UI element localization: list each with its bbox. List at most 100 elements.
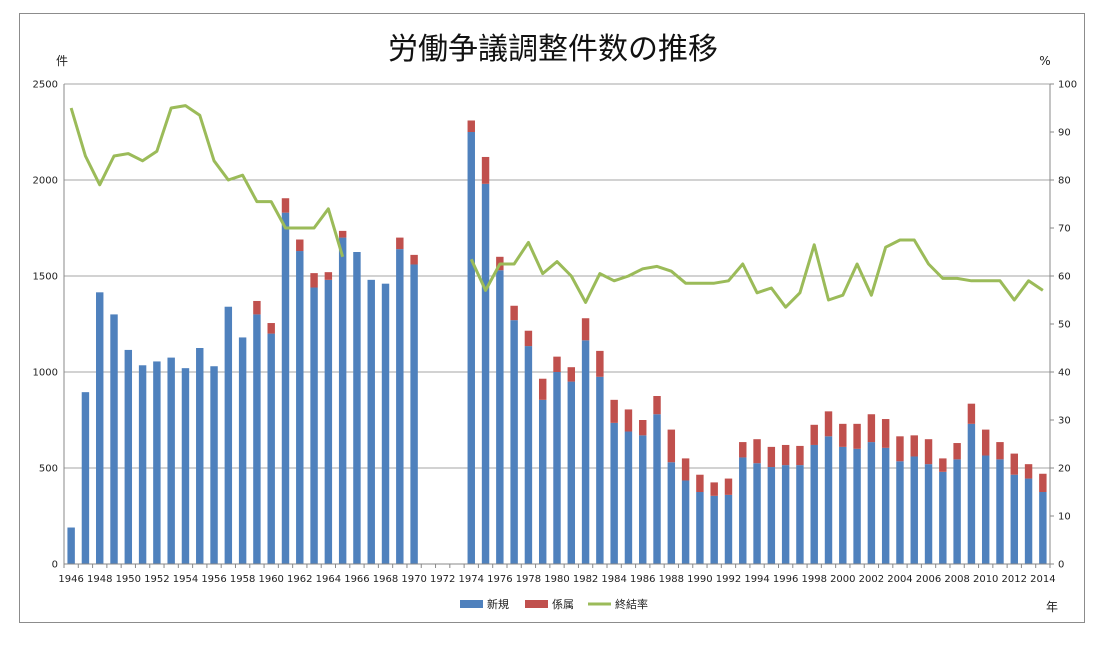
bar-shinki-2014 [1039, 492, 1047, 564]
bar-shinki-1979 [538, 399, 547, 564]
bar-shinki-1987 [653, 414, 661, 564]
bar-keizoku-1977 [510, 305, 518, 321]
bar-shinki-1983 [596, 376, 604, 564]
bar-shinki-1993 [739, 457, 747, 564]
x-tick-label: 2002 [859, 574, 884, 585]
right-tick-label: 80 [1058, 176, 1071, 187]
bar-keizoku-1969 [396, 237, 404, 250]
bar-keizoku-2009 [967, 403, 976, 424]
bar-shinki-1981 [567, 381, 576, 564]
x-tick-label: 1968 [373, 574, 398, 585]
bar-shinki-1999 [824, 436, 833, 564]
bar-shinki-1955 [196, 348, 204, 564]
x-tick-label: 1970 [401, 574, 426, 585]
bar-keizoku-1992 [724, 478, 733, 495]
bar-shinki-1997 [796, 465, 804, 564]
right-tick-label: 90 [1058, 128, 1071, 139]
bar-shinki-1994 [753, 463, 761, 564]
bar-keizoku-1964 [324, 272, 333, 280]
bar-shinki-1968 [381, 283, 390, 564]
bar-shinki-1969 [396, 249, 404, 564]
bar-shinki-1951 [138, 365, 147, 564]
right-tick-label: 20 [1058, 464, 1071, 475]
bar-shinki-1950 [124, 349, 133, 564]
bar-keizoku-1998 [810, 424, 818, 445]
bar-shinki-1959 [253, 314, 261, 564]
bar-shinki-1980 [553, 372, 561, 564]
x-tick-label: 1946 [58, 574, 83, 585]
bar-keizoku-1961 [281, 198, 290, 213]
bar-keizoku-1965 [338, 230, 347, 238]
bar-shinki-2006 [924, 464, 933, 564]
bar-shinki-1967 [367, 279, 375, 564]
bar-shinki-2007 [939, 471, 947, 564]
legend-swatch-keizoku [525, 600, 548, 608]
bar-keizoku-1978 [524, 330, 533, 347]
right-tick-label: 100 [1058, 80, 1077, 91]
x-tick-label: 1984 [601, 574, 626, 585]
x-tick-label: 2010 [973, 574, 998, 585]
x-tick-label: 1962 [287, 574, 312, 585]
x-tick-label: 1994 [744, 574, 769, 585]
bar-keizoku-2005 [910, 435, 918, 457]
bar-keizoku-2006 [924, 439, 933, 465]
left-tick-label: 2500 [33, 80, 58, 91]
bar-shinki-1964 [324, 279, 333, 564]
bar-keizoku-2014 [1039, 473, 1047, 492]
bar-shinki-1984 [610, 422, 618, 564]
bar-shinki-1995 [767, 467, 776, 564]
bar-keizoku-1979 [538, 378, 547, 400]
bar-keizoku-1989 [681, 458, 690, 481]
bar-keizoku-1981 [567, 367, 576, 382]
bar-shinki-2010 [981, 455, 990, 564]
bar-shinki-2001 [853, 448, 861, 564]
bar-shinki-1960 [267, 333, 275, 564]
x-tick-label: 1956 [201, 574, 226, 585]
right-tick-label: 50 [1058, 320, 1071, 331]
bar-shinki-1991 [710, 495, 718, 564]
bar-shinki-1978 [524, 346, 533, 564]
bar-shinki-1974 [467, 132, 475, 564]
bar-keizoku-2012 [1010, 453, 1018, 475]
x-tick-label: 2012 [1002, 574, 1027, 585]
bar-keizoku-1975 [481, 156, 490, 184]
bar-shinki-1990 [696, 492, 704, 564]
x-tick-label: 1948 [87, 574, 112, 585]
bar-keizoku-2003 [881, 419, 890, 448]
legend-label-shinki: 新規 [487, 597, 509, 611]
bar-shinki-2002 [867, 442, 876, 564]
bar-keizoku-2002 [867, 414, 876, 443]
bar-keizoku-1986 [639, 420, 647, 436]
x-tick-label: 2004 [887, 574, 912, 585]
bar-shinki-2011 [996, 459, 1004, 564]
x-axis-unit: 年 [1046, 600, 1058, 614]
bar-shinki-1961 [281, 212, 290, 564]
bar-shinki-1965 [338, 237, 347, 564]
bar-shinki-1948 [96, 292, 104, 564]
line-shuketsuritsu-segment-1 [469, 238, 1044, 309]
bar-keizoku-1980 [553, 356, 561, 372]
bar-keizoku-2004 [896, 436, 904, 462]
bar-shinki-2003 [881, 447, 890, 564]
x-tick-label: 1954 [173, 574, 198, 585]
bar-shinki-1989 [681, 480, 690, 564]
bar-keizoku-2013 [1024, 464, 1033, 479]
bar-shinki-1956 [210, 366, 218, 564]
left-tick-label: 0 [52, 560, 58, 571]
chart-title: 労働争議調整件数の推移 [388, 32, 718, 67]
right-tick-label: 30 [1058, 416, 1071, 427]
bar-shinki-2008 [953, 459, 961, 564]
bar-shinki-1977 [510, 320, 518, 564]
bar-shinki-1975 [481, 183, 490, 564]
x-tick-label: 2000 [830, 574, 855, 585]
x-tick-label: 2006 [916, 574, 941, 585]
x-tick-label: 1978 [516, 574, 541, 585]
chart-frame: 0 500 1000 1500 2000 2500 0 10 20 30 40 50 60 70 80 90 1… [19, 13, 1085, 623]
axes: 0 500 1000 1500 2000 2500 0 10 20 30 40 50 60 70 80 90 1… [33, 80, 1078, 586]
bar-keizoku-1962 [296, 239, 304, 252]
bar-keizoku-2008 [953, 443, 961, 460]
left-tick-label: 1000 [33, 368, 58, 379]
right-tick-label: 60 [1058, 272, 1071, 283]
bar-shinki-2013 [1024, 478, 1033, 564]
bar-shinki-1946 [67, 527, 75, 564]
